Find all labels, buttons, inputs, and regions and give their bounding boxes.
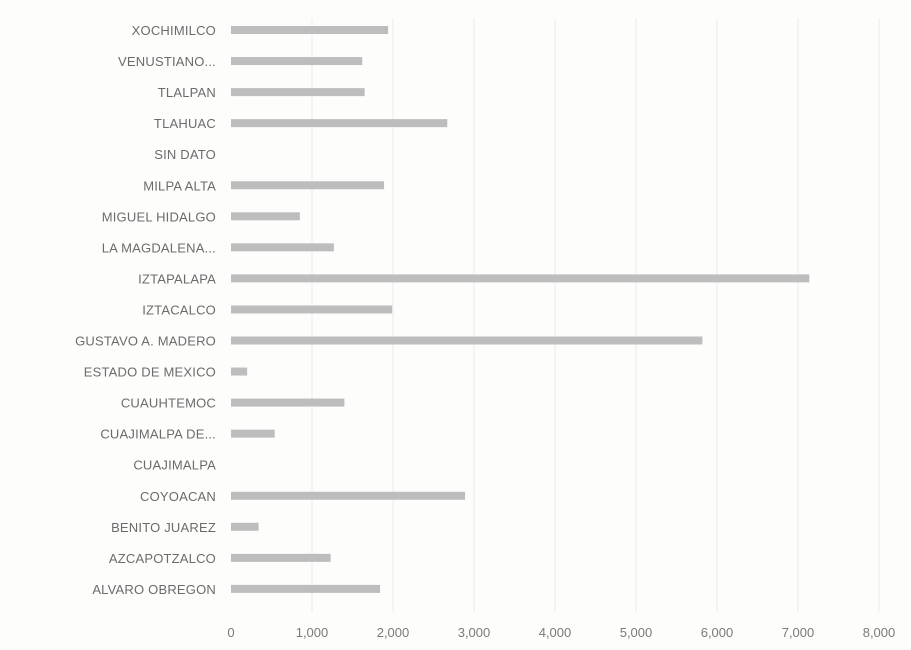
x-tick-label: 1,000 <box>296 625 329 640</box>
x-tick-label: 2,000 <box>377 625 410 640</box>
category-label: MIGUEL HIDALGO <box>102 209 216 224</box>
x-tick-label: 7,000 <box>782 625 815 640</box>
category-label: MILPA ALTA <box>143 178 216 193</box>
category-label: BENITO JUAREZ <box>111 520 216 535</box>
x-tick-labels: 0 1,000 2,000 3,000 4,000 5,000 6,000 7,000 8,00… <box>227 625 895 640</box>
category-label: GUSTAVO A. MADERO <box>75 334 216 349</box>
category-label: TLALPAN <box>158 85 216 100</box>
bar <box>231 119 448 128</box>
bar <box>231 398 345 407</box>
bar <box>231 584 381 593</box>
bar <box>231 212 300 221</box>
category-label: COYOACAN <box>140 489 216 504</box>
bar <box>231 429 275 438</box>
x-tick-label: 3,000 <box>458 625 491 640</box>
category-labels: XOCHIMILCO VENUSTIANO... TLALPAN TLAHUAC SIN… <box>75 23 216 597</box>
category-label: VENUSTIANO... <box>118 54 216 69</box>
bar <box>231 88 365 97</box>
x-tick-label: 4,000 <box>539 625 572 640</box>
category-label: IZTAPALAPA <box>138 271 216 286</box>
x-tick-label: 0 <box>227 625 234 640</box>
category-label: CUAJIMALPA <box>133 458 216 473</box>
category-label: IZTACALCO <box>142 302 216 317</box>
category-label: AZCAPOTZALCO <box>109 551 216 566</box>
bar <box>231 26 389 34</box>
bar <box>231 491 466 500</box>
grid-lines <box>311 18 880 612</box>
category-label: CUAUHTEMOC <box>121 396 216 411</box>
category-label: ESTADO DE MEXICO <box>84 365 216 380</box>
bar <box>231 274 810 283</box>
category-label: XOCHIMILCO <box>132 23 216 38</box>
category-label: ALVARO OBREGON <box>92 582 216 597</box>
category-label: TLAHUAC <box>154 116 216 131</box>
bar <box>231 522 259 531</box>
bars <box>231 26 810 593</box>
category-label: CUAJIMALPA DE... <box>100 427 216 442</box>
category-label: SIN DATO <box>154 147 216 162</box>
bar <box>231 336 703 345</box>
x-tick-label: 8,000 <box>863 625 896 640</box>
bar <box>231 181 385 190</box>
bar <box>231 57 363 66</box>
x-tick-label: 6,000 <box>701 625 734 640</box>
category-label: LA MAGDALENA... <box>102 240 216 255</box>
bar <box>231 367 248 376</box>
bar <box>231 553 331 562</box>
x-tick-label: 5,000 <box>620 625 653 640</box>
bar <box>231 305 393 314</box>
bar <box>231 243 334 252</box>
